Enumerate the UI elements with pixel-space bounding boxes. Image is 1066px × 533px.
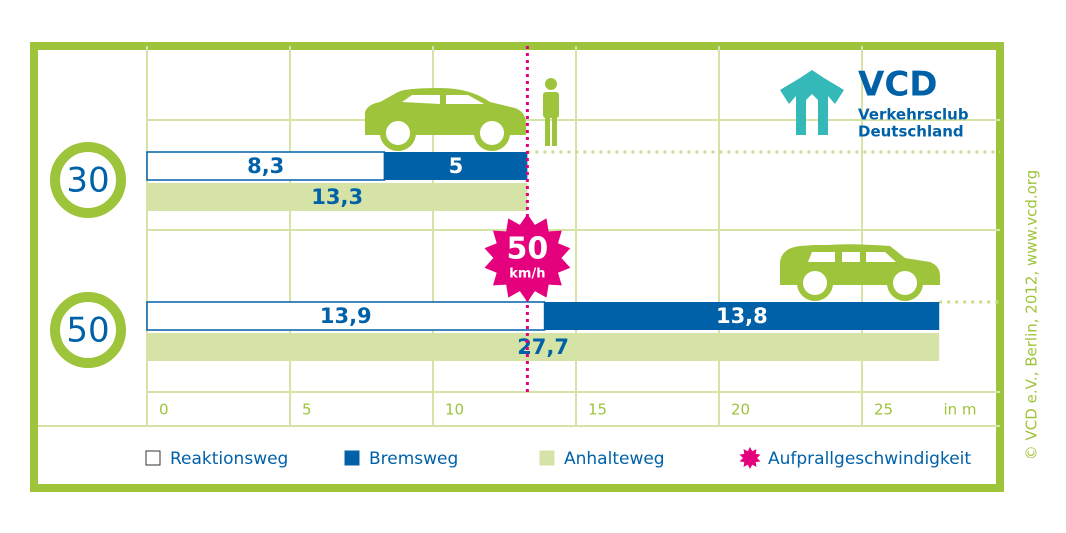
impact-badge-value: 50 — [507, 232, 549, 267]
value-label: 13,9 — [320, 304, 372, 328]
impact-badge-unit: km/h — [509, 267, 545, 282]
value-label: 8,3 — [247, 154, 284, 178]
category-label: 30 — [66, 161, 109, 201]
legend-swatch — [145, 450, 161, 466]
car-bottom — [780, 244, 940, 301]
logo-icon — [780, 70, 844, 135]
legend-label: Aufprallgeschwindigkeit — [768, 449, 971, 469]
bar — [146, 151, 386, 181]
x-tick-label: 25 — [874, 401, 893, 419]
grid — [38, 46, 1000, 427]
legend-label: Anhalteweg — [564, 449, 665, 469]
value-label: 13,8 — [716, 304, 768, 328]
value-label: 5 — [449, 154, 464, 178]
bar — [147, 333, 940, 361]
x-axis-label: in m — [943, 401, 976, 419]
person — [543, 78, 559, 146]
bar — [384, 152, 528, 180]
legend-swatch — [344, 450, 360, 466]
logo-line: Deutschland — [858, 123, 964, 141]
bar — [544, 302, 940, 330]
category-label: 50 — [66, 311, 109, 351]
legend-swatch — [739, 447, 761, 469]
logo: VCD Verkehrsclub Deutschland — [780, 65, 969, 141]
x-tick-label: 10 — [445, 401, 464, 419]
x-tick-label: 15 — [588, 401, 607, 419]
credit: © VCD e.V., Berlin, 2012, www.vcd.org — [1023, 170, 1041, 460]
car-top — [365, 88, 526, 151]
logo-name: VCD — [858, 65, 938, 105]
impact-badge — [484, 214, 571, 302]
speed-sign — [50, 142, 126, 218]
x-tick-label: 0 — [159, 401, 169, 419]
x-tick-label: 5 — [302, 401, 312, 419]
speed-sign — [50, 292, 126, 368]
logo-line: Verkehrsclub — [858, 106, 969, 124]
bar — [147, 183, 528, 211]
bar — [146, 301, 546, 331]
value-label: 13,3 — [311, 185, 363, 209]
legend-label: Bremsweg — [369, 449, 458, 469]
value-label: 27,7 — [517, 335, 569, 359]
x-tick-label: 20 — [731, 401, 750, 419]
legend-swatch — [539, 450, 555, 466]
legend-label: Reaktionsweg — [170, 449, 288, 469]
